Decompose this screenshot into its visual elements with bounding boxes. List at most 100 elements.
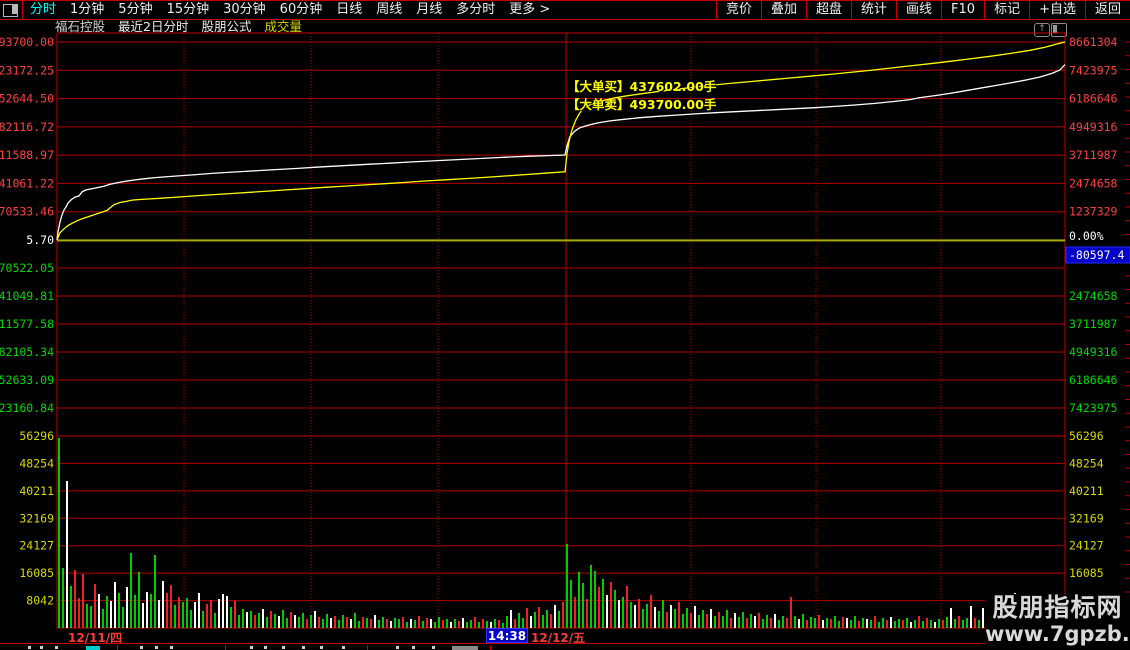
volume-bar [654, 607, 656, 628]
volume-bar [422, 621, 424, 628]
tab-1min[interactable]: 1分钟 [70, 2, 105, 17]
volume-bar [290, 612, 292, 628]
volume-bar [734, 613, 736, 628]
volume-bar [494, 619, 496, 628]
window-split-icon[interactable] [3, 3, 18, 17]
volume-bar [110, 601, 112, 628]
volume-bar [418, 616, 420, 628]
tab-week[interactable]: 周线 [376, 2, 403, 17]
volume-bar [658, 611, 660, 628]
tab-multi-fenshi[interactable]: 多分时 [456, 2, 496, 17]
volume-bar [186, 598, 188, 628]
tab-fenshi[interactable]: 分时 [30, 2, 57, 17]
volume-bar [978, 620, 980, 628]
volume-bar [894, 621, 896, 628]
volume-bar [518, 613, 520, 628]
axis-label-left: 93700.00 [0, 35, 54, 49]
volume-bar [598, 587, 600, 628]
volume-bar [134, 595, 136, 628]
menu-right-group: 竞价 叠加 超盘 统计 画线 F10 标记 +自选 返回 [715, 1, 1130, 19]
volume-bar [458, 621, 460, 628]
status-bar-sliver [0, 643, 1130, 650]
axis-label-volume-right: 56296 [1069, 429, 1104, 443]
watermark: 股朋指标网 www.7gpzb.com [985, 594, 1130, 650]
button-overlay[interactable]: 叠加 [760, 1, 806, 19]
watermark-site-url: www.7gpzb.com [985, 622, 1130, 646]
tab-day[interactable]: 日线 [336, 2, 363, 17]
menu-divider [22, 1, 23, 19]
volume-bar [286, 618, 288, 628]
volume-bar [98, 594, 100, 628]
volume-bar [814, 618, 816, 628]
volume-bar [730, 618, 732, 628]
stock-name: 福石控股 [55, 19, 106, 34]
series-line-大单买 [56, 64, 1066, 241]
tab-30min[interactable]: 30分钟 [223, 2, 266, 17]
volume-bar [506, 616, 508, 628]
volume-bar [602, 579, 604, 628]
time-axis-row: 12/11/四 14:38 12/12/五 [0, 628, 1130, 645]
volume-bar [798, 619, 800, 628]
volume-bar [562, 602, 564, 628]
volume-bar [610, 582, 612, 628]
volume-bar [330, 618, 332, 628]
watermark-site-name: 股朋指标网 [992, 594, 1123, 622]
button-mark[interactable]: 标记 [984, 1, 1029, 19]
volume-bar [590, 565, 592, 628]
volume-bar [706, 614, 708, 628]
volume-bar [566, 544, 568, 628]
volume-bar [126, 587, 128, 628]
axis-label-volume-left: 32169 [19, 511, 54, 525]
volume-bar [382, 617, 384, 628]
volume-bar [394, 618, 396, 628]
volume-bar [538, 607, 540, 628]
volume-bar [898, 619, 900, 628]
volume-bar [774, 614, 776, 628]
volume-bar [762, 619, 764, 628]
tab-more[interactable]: 更多 > [509, 2, 551, 17]
tab-60min[interactable]: 60分钟 [279, 2, 323, 17]
indicator-name[interactable]: 成交量 [264, 19, 302, 34]
volume-bar [282, 610, 284, 628]
volume-bar [770, 618, 772, 628]
volume-bar [858, 621, 860, 628]
button-watch[interactable]: 超盘 [805, 1, 851, 19]
tab-month[interactable]: 月线 [416, 2, 443, 17]
tab-5min[interactable]: 5分钟 [118, 2, 153, 17]
button-bidding[interactable]: 竞价 [715, 1, 761, 19]
volume-bar [778, 620, 780, 628]
volume-bar [218, 599, 220, 628]
button-f10[interactable]: F10 [941, 1, 984, 19]
volume-bar [638, 599, 640, 628]
annotation-big-order-buy: 【大单买】437602.00手 [567, 79, 717, 94]
volume-bar [166, 593, 168, 628]
volume-bar [698, 615, 700, 628]
axis-label-volume-right: 24127 [1069, 539, 1104, 553]
volume-bar [466, 622, 468, 628]
volume-bar [122, 607, 124, 628]
volume-bar [270, 611, 272, 628]
volume-bar [642, 609, 644, 628]
button-stats[interactable]: 统计 [851, 1, 896, 19]
date-label-day2: 12/12/五 [531, 631, 586, 645]
axis-label-volume-right: 16085 [1069, 566, 1104, 580]
top-menu-bar: 分时 1分钟 5分钟 15分钟 30分钟 60分钟 日线 周线 月线 多分时 更… [0, 0, 1130, 20]
button-add-favorite[interactable]: +自选 [1029, 1, 1085, 19]
axis-label-left: 41061.22 [0, 176, 54, 190]
button-drawline[interactable]: 画线 [896, 1, 941, 19]
volume-bar [90, 606, 92, 628]
button-back[interactable]: 返回 [1084, 1, 1130, 19]
tab-15min[interactable]: 15分钟 [166, 2, 210, 17]
volume-bar [426, 618, 428, 628]
volume-bar [530, 616, 532, 628]
annotation-big-order-sell: 【大单卖】493700.00手 [567, 97, 717, 112]
volume-bar [822, 620, 824, 628]
volume-bar [66, 481, 68, 628]
volume-bar [234, 601, 236, 628]
volume-bar [942, 620, 944, 628]
volume-bar [878, 622, 880, 628]
volume-bar [138, 572, 140, 628]
volume-bar [322, 619, 324, 628]
volume-bar [334, 616, 336, 628]
